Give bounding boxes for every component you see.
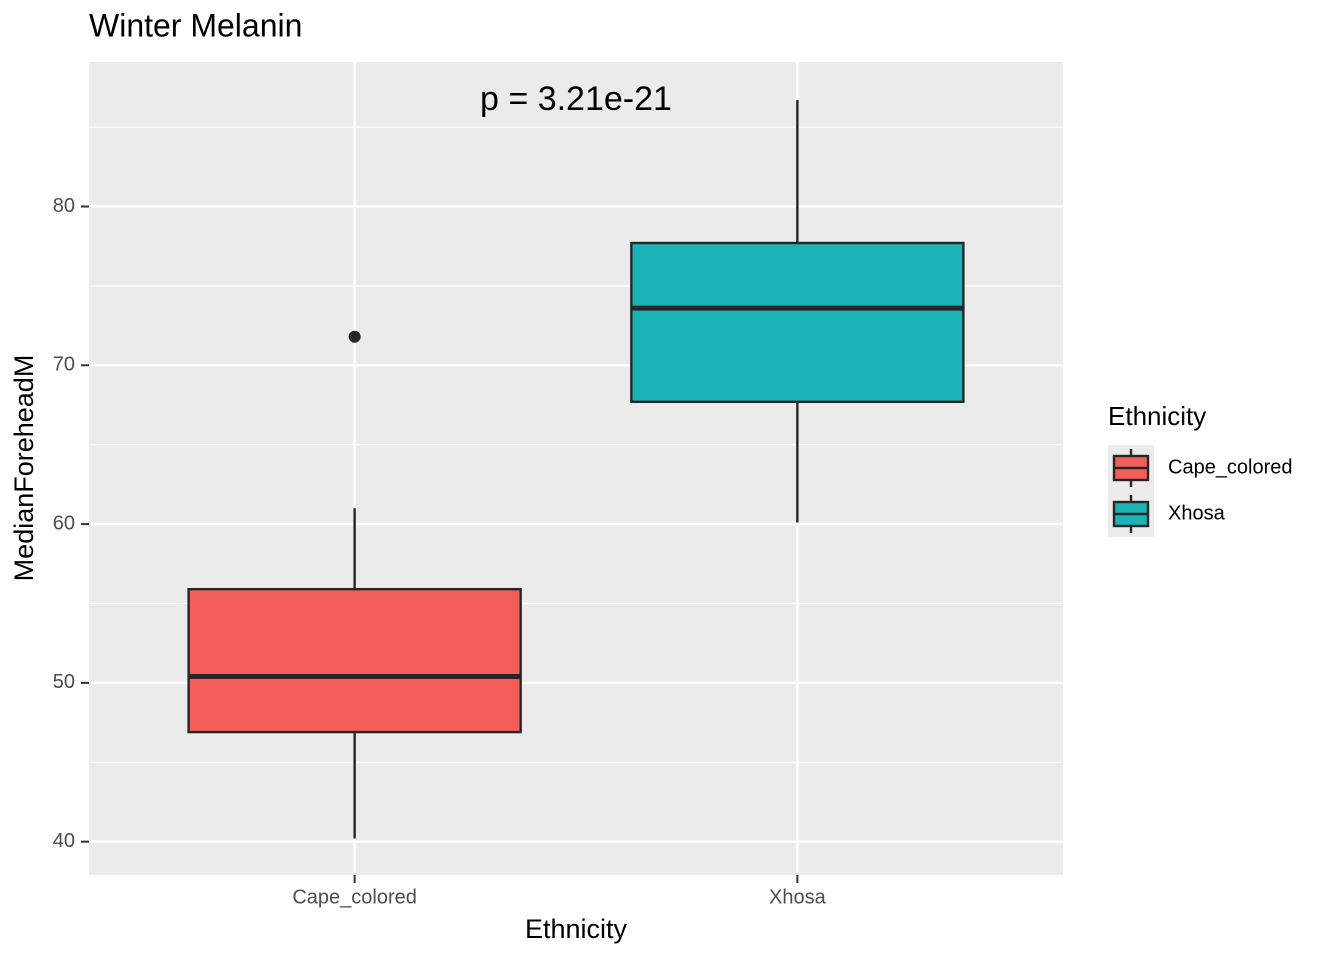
y-tick-label: 60	[53, 512, 75, 534]
panel	[89, 62, 1063, 875]
outlier	[348, 330, 361, 343]
y-tick-label: 50	[53, 671, 75, 693]
x-axis-label: Ethnicity	[525, 914, 628, 944]
y-tick-label: 70	[53, 354, 75, 376]
x-tick-label: Cape_colored	[292, 886, 417, 908]
chart-title: Winter Melanin	[89, 7, 302, 43]
legend-label: Cape_colored	[1168, 456, 1293, 478]
legend-title: Ethnicity	[1108, 401, 1206, 431]
x-tick-label: Xhosa	[769, 886, 827, 908]
box	[187, 587, 522, 734]
box	[630, 241, 965, 404]
legend-label: Xhosa	[1168, 502, 1226, 524]
y-tick-label: 80	[53, 195, 75, 217]
annotation: p = 3.21e-21	[480, 80, 672, 118]
y-tick-label: 40	[53, 830, 75, 852]
y-axis-label: MedianForeheadM	[9, 355, 39, 582]
